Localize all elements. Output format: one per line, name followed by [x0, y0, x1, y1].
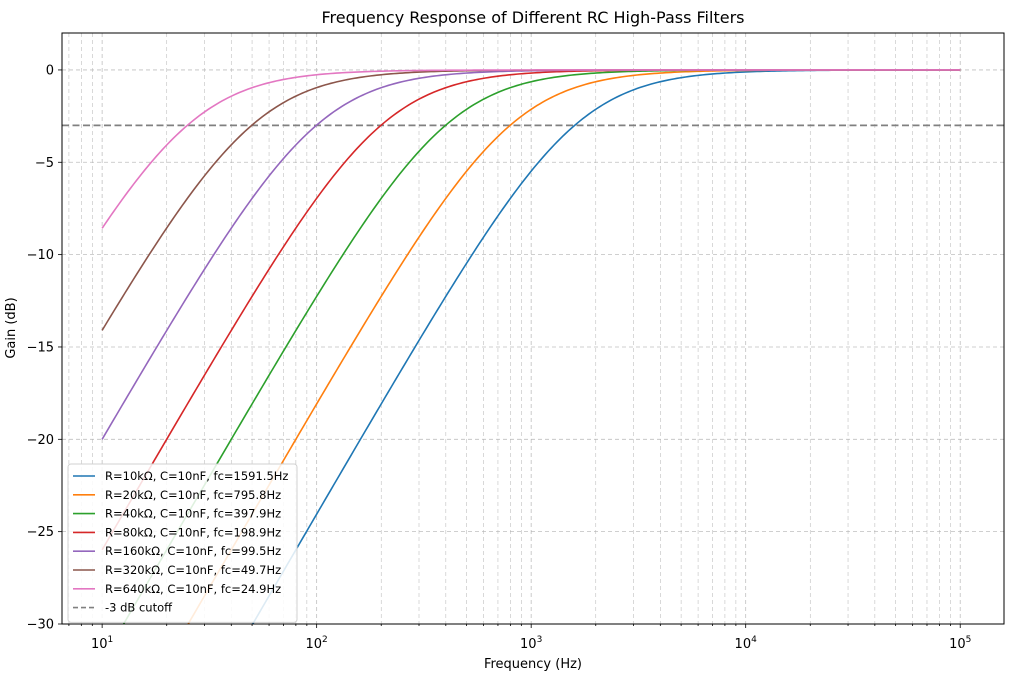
x-tick-label: 101	[91, 635, 113, 652]
legend-label-8: -3 dB cutoff	[105, 601, 173, 615]
axis-ticks: 0 −5 −10 −15 −20 −25 −30 101 102 103 104 105	[27, 63, 972, 652]
legend-label-1: R=10kΩ, C=10nF, fc=1591.5Hz	[105, 469, 288, 483]
y-tick-label: −5	[35, 156, 54, 171]
chart-title: Frequency Response of Different RC High-…	[322, 8, 745, 27]
legend-label-4: R=80kΩ, C=10nF, fc=198.9Hz	[105, 525, 281, 539]
x-tick-label: 103	[520, 635, 542, 652]
legend-label-2: R=20kΩ, C=10nF, fc=795.8Hz	[105, 488, 281, 502]
series-lines	[101, 69, 961, 624]
y-tick-label: −10	[27, 248, 54, 263]
y-tick-label: −15	[27, 340, 54, 355]
legend-label-3: R=40kΩ, C=10nF, fc=397.9Hz	[105, 507, 281, 521]
legend: R=10kΩ, C=10nF, fc=1591.5Hz R=20kΩ, C=10n…	[67, 463, 298, 623]
legend-box	[67, 463, 298, 623]
y-tick-label: 0	[46, 63, 54, 78]
y-tick-label: −20	[27, 433, 54, 448]
series-line-7	[101, 69, 961, 229]
y-tick-label: −30	[27, 618, 54, 633]
legend-label-7: R=640kΩ, C=10nF, fc=24.9Hz	[105, 582, 281, 596]
legend-label-6: R=320kΩ, C=10nF, fc=49.7Hz	[105, 563, 281, 577]
y-axis-label: Gain (dB)	[4, 297, 19, 358]
y-tick-label: −25	[27, 525, 54, 540]
x-axis-label: Frequency (Hz)	[484, 657, 582, 672]
legend-label-5: R=160kΩ, C=10nF, fc=99.5Hz	[105, 544, 281, 558]
x-tick-label: 105	[949, 635, 971, 652]
x-tick-label: 104	[735, 635, 758, 652]
x-tick-label: 102	[306, 635, 328, 652]
plot-frame	[61, 32, 1005, 625]
